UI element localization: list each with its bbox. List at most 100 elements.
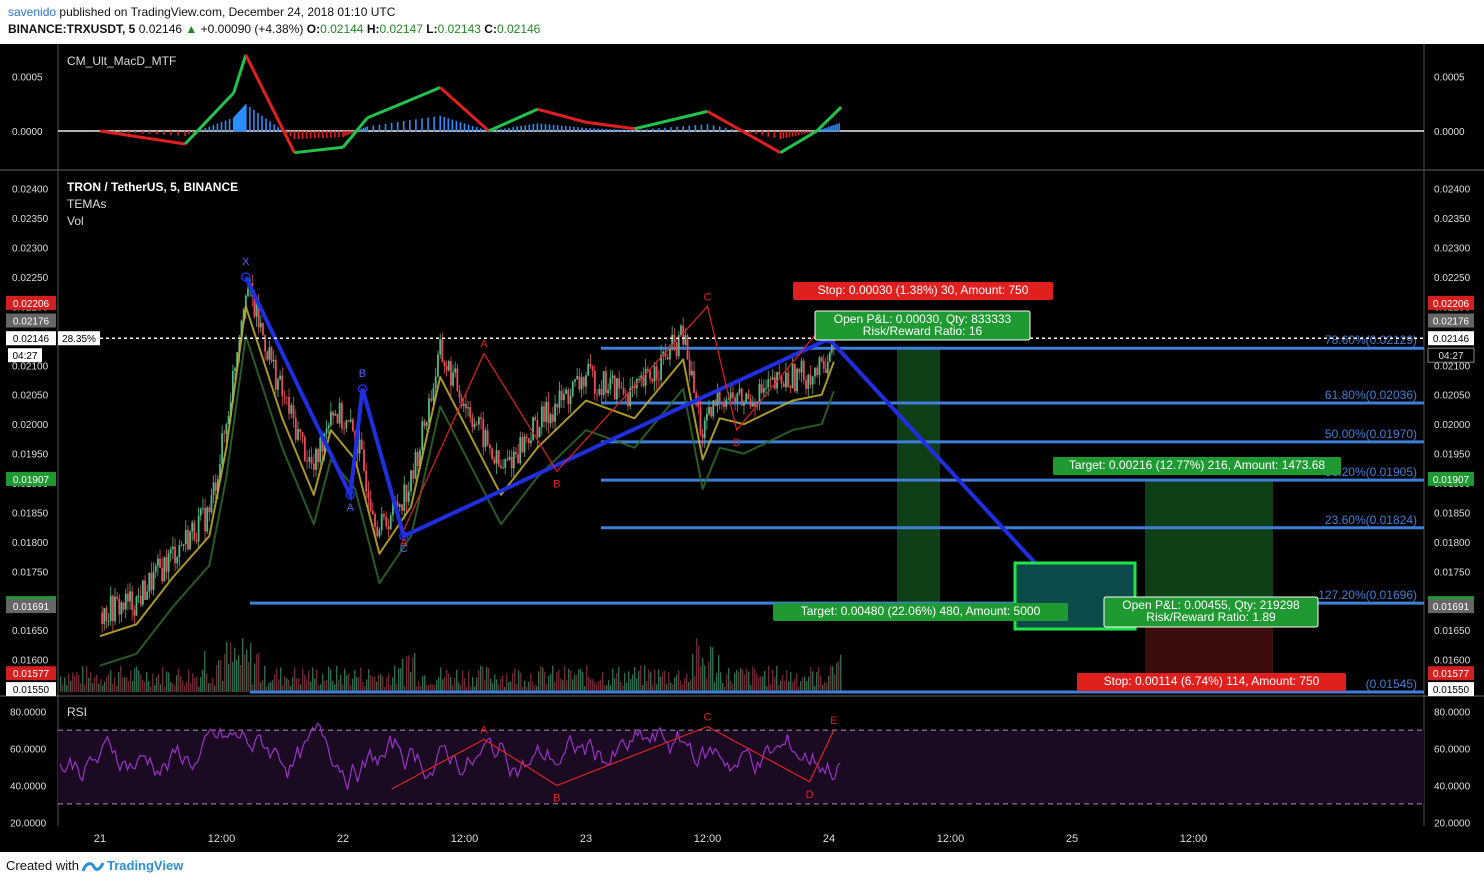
volume-bar [192,673,194,692]
volume-bar [820,675,822,692]
volume-bar [804,676,806,692]
candle-body [662,351,665,356]
price-tag-right-text: 0.01691 [1433,602,1470,613]
author-name[interactable]: savenido [8,5,57,19]
volume-bar [376,681,378,692]
candle-body [299,428,302,433]
price-tag-left [6,313,56,328]
left-marker-text: 28.35% [62,334,96,345]
volume-bar [198,686,200,692]
candle-body [103,608,106,624]
candle-body [832,332,835,349]
macd-line-segment [585,120,635,131]
volume-bar [180,676,182,692]
candle-body [734,397,737,402]
macd-histogram-bar [402,121,405,132]
volume-bar [324,680,326,692]
candle-body [754,403,756,407]
red-pattern-label: D [733,437,741,449]
volume-bar [754,668,756,692]
volume-bar [236,659,238,692]
candle-body [165,557,168,572]
volume-bar [824,682,826,692]
candle-body [374,514,376,527]
tradingview-brand[interactable]: TradingView [106,858,184,873]
long-position-target-zone [897,348,940,604]
candle-body [620,387,623,389]
volume-bar [296,678,298,692]
macd-histogram-bar [601,128,603,132]
volume-bar [404,686,406,692]
volume-bar [654,669,656,692]
candle-body [105,608,108,622]
publish-info: published on TradingView.com, December 2… [59,5,396,19]
macd-histogram-bar [516,126,518,132]
volume-bar [130,670,132,692]
candle-body [624,393,627,395]
candle-body [582,377,585,387]
rsi-tick-right: 60.0000 [1434,745,1471,756]
volume-bar [594,681,596,692]
fib-level-label: 23.60%(0.01824) [1325,513,1417,527]
volume-bar [724,686,726,692]
volume-bar [476,677,478,692]
macd-histogram-bar [330,130,332,138]
volume-bar [314,678,316,692]
candle-body [660,355,663,381]
volume-bar [278,679,280,692]
volume-bar [150,686,152,692]
volume-bar [628,671,630,692]
macd-histogram-bar [447,118,450,132]
rsi-tick-left: 20.0000 [10,818,47,829]
volume-bar [108,673,110,692]
candle-body [159,558,161,568]
macd-histogram-bar [297,130,300,139]
volume-bar [702,658,704,692]
price-tag-right-text: 0.01907 [1433,475,1470,486]
volume-bar [768,665,770,692]
candle-body [428,398,430,423]
price-tick-right: 0.02000 [1434,420,1471,431]
volume-bar [562,680,564,692]
volume-bar [268,682,270,692]
macd-histogram-bar [520,125,522,132]
candle-body [334,413,337,416]
volume-bar [836,663,838,692]
candle-body [389,515,392,530]
candle-body [519,437,522,464]
candle-body [152,572,155,591]
macd-line-segment [183,91,235,146]
volume-bar [100,679,102,692]
volume-bar [254,663,256,692]
candle-body [504,459,507,468]
macd-histogram-bar [192,130,194,134]
candle-body [137,595,140,597]
volume-bar [402,658,404,692]
volume-bar [778,684,780,692]
candle-body [297,428,299,440]
candle-body [169,549,172,554]
volume-bar [596,683,598,692]
rsi-tick-right: 20.0000 [1434,818,1471,829]
candle-body [532,417,535,441]
volume-bar [794,678,796,692]
candle-body [274,359,277,390]
volume-bar [224,653,226,692]
volume-bar [482,666,484,692]
volume-bar [616,673,618,692]
volume-bar [716,673,718,692]
candle-body [193,522,196,540]
macd-histogram-bar [826,127,828,132]
candle-body [497,450,500,466]
left-marker-text: 04:27 [12,351,37,362]
macd-histogram-bar [803,130,806,134]
volume-bar [598,680,600,692]
left-marker-box [58,331,100,346]
macd-histogram-bar [313,130,316,139]
stop-label-top-text: Stop: 0.00030 (1.38%) 30, Amount: 750 [818,283,1029,297]
volume-bar [756,673,758,692]
macd-histogram-bar [120,130,123,133]
candle-body [587,363,590,376]
fib-level-label: 50.00%(0.01970) [1325,427,1417,441]
